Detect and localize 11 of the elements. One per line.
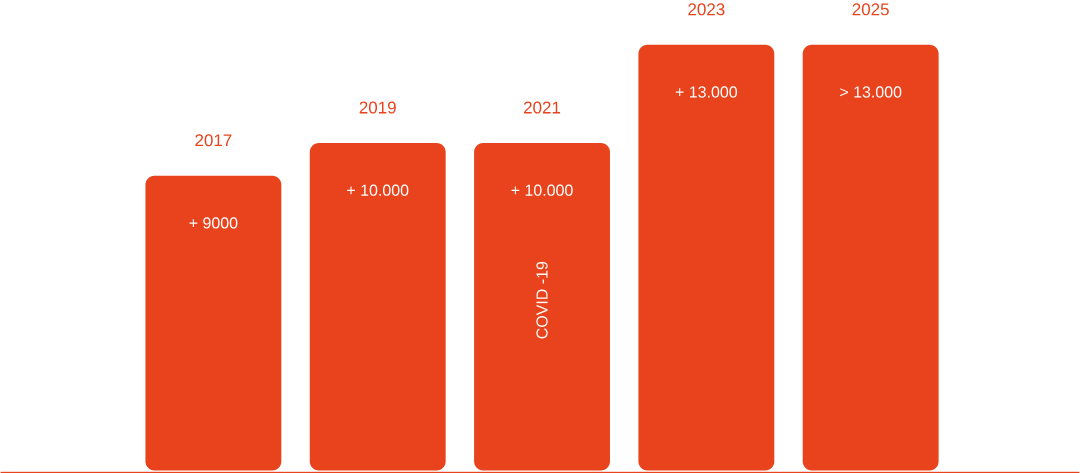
- x-tick-label: 2019: [359, 101, 396, 114]
- data-label: > 13.000: [840, 86, 902, 98]
- x-tick-label: 2023: [688, 3, 725, 16]
- data-label: + 10.000: [511, 184, 573, 196]
- annotation: COVID -19: [536, 261, 548, 339]
- data-label: + 9000: [189, 217, 238, 229]
- x-tick-label: 2017: [195, 134, 232, 147]
- data-label: + 10.000: [347, 184, 409, 196]
- data-label: + 13.000: [675, 86, 738, 98]
- x-tick-label: 2025: [852, 3, 889, 16]
- x-tick-label: 2021: [524, 101, 561, 114]
